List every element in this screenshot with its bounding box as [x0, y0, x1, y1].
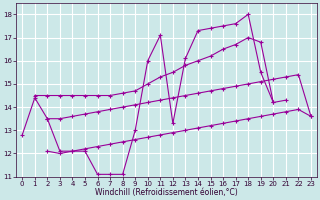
- X-axis label: Windchill (Refroidissement éolien,°C): Windchill (Refroidissement éolien,°C): [95, 188, 238, 197]
